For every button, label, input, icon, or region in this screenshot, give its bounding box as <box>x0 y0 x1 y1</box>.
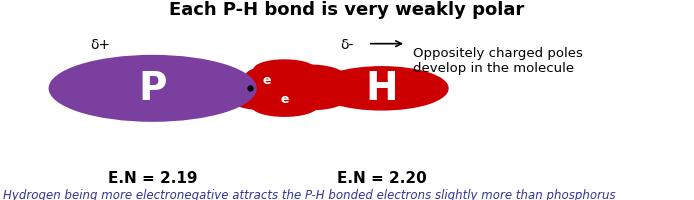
Text: e: e <box>280 92 289 105</box>
Text: Each P-H bond is very weakly polar: Each P-H bond is very weakly polar <box>169 1 525 19</box>
Circle shape <box>251 96 318 117</box>
Text: δ+: δ+ <box>91 37 110 51</box>
Text: e: e <box>263 74 271 86</box>
Circle shape <box>239 74 330 103</box>
Circle shape <box>279 89 346 111</box>
Circle shape <box>230 89 297 111</box>
Text: H: H <box>365 70 398 108</box>
Text: Hydrogen being more electronegative attracts the P-H bonded electrons slightly m: Hydrogen being more electronegative attr… <box>3 188 616 200</box>
Circle shape <box>227 76 294 97</box>
Circle shape <box>226 78 295 100</box>
Circle shape <box>253 83 330 108</box>
Circle shape <box>253 60 316 80</box>
Circle shape <box>281 77 357 101</box>
Text: δ-: δ- <box>340 37 354 51</box>
Circle shape <box>296 76 363 97</box>
Text: E.N = 2.19: E.N = 2.19 <box>108 170 197 185</box>
Circle shape <box>49 56 257 122</box>
Circle shape <box>253 70 330 94</box>
Circle shape <box>245 65 317 88</box>
Text: Oppositely charged poles
develop in the molecule: Oppositely charged poles develop in the … <box>413 47 583 75</box>
Circle shape <box>273 65 345 88</box>
Circle shape <box>316 68 448 110</box>
Text: P: P <box>138 70 167 108</box>
Text: E.N = 2.20: E.N = 2.20 <box>337 170 427 185</box>
